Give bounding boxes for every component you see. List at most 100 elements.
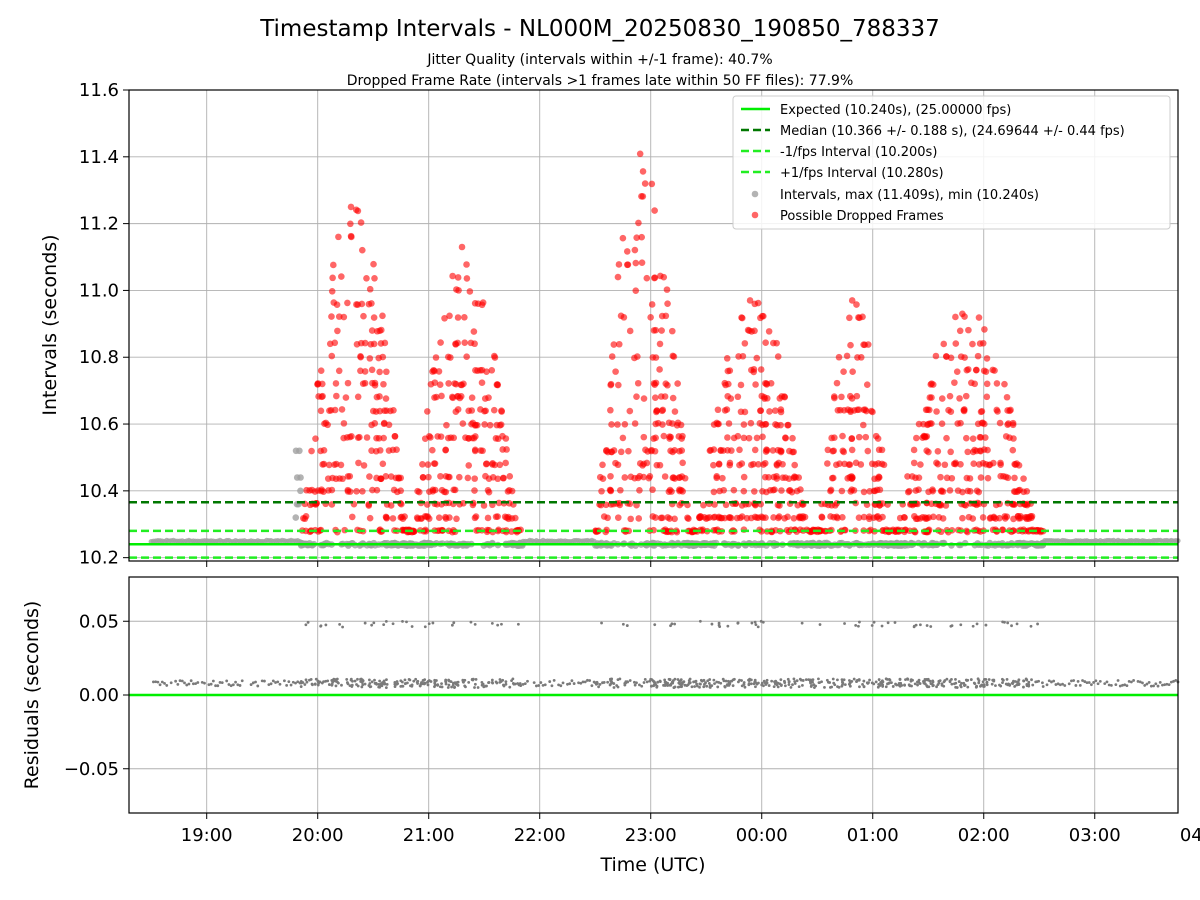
dropped-frame-point [370, 260, 377, 268]
dropped-frame-point [788, 488, 796, 496]
residual-point [227, 683, 231, 686]
residual-point [384, 686, 388, 690]
residual-point [408, 678, 412, 682]
residual-point [730, 679, 734, 683]
residual-point [854, 624, 858, 627]
residual-point [433, 680, 437, 684]
dropped-frame-point [740, 421, 748, 428]
residual-point [640, 684, 644, 688]
residual-point [719, 681, 723, 685]
dropped-frame-point [753, 434, 761, 442]
residual-point [368, 685, 372, 689]
residual-point [688, 677, 692, 681]
dropped-frame-point [818, 527, 826, 535]
dropped-frame-point [871, 487, 879, 495]
dropped-frame-point [960, 407, 968, 415]
residual-point [1027, 684, 1031, 688]
residual-point [1098, 680, 1102, 683]
intervals-y-tick-label: 11.0 [79, 280, 119, 301]
dropped-frame-point [713, 474, 720, 482]
dropped-frame-point [452, 340, 459, 348]
dropped-frame-point [948, 474, 956, 482]
residual-point [658, 680, 662, 683]
dropped-frame-point [317, 407, 325, 415]
dropped-frame-point [425, 515, 433, 522]
dropped-frame-point [458, 243, 466, 251]
residual-point [903, 683, 906, 687]
dropped-frame-point [419, 474, 427, 481]
dropped-frame-point [726, 459, 734, 467]
residual-point [808, 680, 812, 684]
dropped-frame-point [467, 339, 475, 347]
residual-point [401, 619, 404, 623]
dropped-frame-point [726, 367, 734, 374]
dropped-frame-point [910, 459, 918, 467]
dropped-frame-point [391, 432, 399, 440]
dropped-frame-point [850, 407, 858, 414]
dropped-frame-point [727, 395, 735, 402]
residual-point [948, 680, 952, 684]
dropped-frame-point [431, 486, 439, 494]
legend-label-dropped: Possible Dropped Frames [780, 209, 944, 224]
dropped-frame-point [710, 446, 718, 453]
residual-point [877, 678, 881, 681]
residual-point [959, 623, 963, 627]
residual-point [695, 682, 698, 686]
residual-point [375, 682, 378, 686]
residual-point [960, 681, 963, 685]
dropped-frame-point [669, 420, 676, 427]
residual-point [843, 683, 847, 687]
dropped-frame-point [790, 515, 798, 522]
dropped-frame-point [934, 460, 942, 468]
residual-point [843, 622, 846, 625]
residual-point [770, 679, 774, 683]
dropped-frame-point [446, 473, 453, 481]
residual-point [320, 681, 324, 685]
residual-point [642, 681, 646, 684]
dropped-frame-point [470, 328, 478, 335]
dropped-frame-point [652, 394, 659, 401]
dropped-frame-point [353, 301, 360, 308]
dropped-frame-point [868, 407, 875, 415]
dropped-frame-point [357, 353, 364, 361]
dropped-frame-point [376, 407, 384, 415]
residual-point [1147, 680, 1151, 684]
residual-point [742, 682, 746, 686]
intervals-y-tick-label: 11.6 [79, 80, 119, 101]
dropped-frame-point [626, 407, 634, 415]
residual-point [450, 623, 454, 627]
residuals-y-tick-label: −0.05 [64, 759, 119, 780]
dropped-frame-point [878, 446, 886, 454]
residual-point [774, 679, 778, 683]
residual-point [559, 684, 563, 688]
residual-point [857, 678, 861, 682]
residual-point [656, 680, 660, 684]
dropped-frame-point [635, 515, 643, 522]
dropped-frame-point [664, 381, 671, 389]
residual-point [935, 685, 938, 689]
legend-label-plus-fps: +1/fps Interval (10.280s) [780, 166, 944, 181]
dropped-frame-point [423, 501, 431, 508]
residual-point [761, 620, 765, 624]
dropped-frame-point [472, 367, 479, 374]
dropped-frame-point [791, 461, 798, 469]
dropped-frame-point [865, 527, 873, 535]
dropped-frame-point [325, 461, 333, 469]
dropped-frame-point [926, 394, 934, 401]
dropped-frame-point [653, 408, 660, 416]
dropped-frame-point [348, 513, 356, 521]
residual-point [508, 685, 512, 689]
residual-point [717, 623, 721, 627]
dropped-frame-point [770, 339, 777, 347]
dropped-frame-point [442, 446, 449, 454]
dropped-frame-point [347, 203, 355, 211]
residual-point [1052, 679, 1056, 683]
dropped-frame-point [365, 300, 373, 308]
dropped-frame-point [318, 486, 325, 493]
dropped-frame-point [946, 487, 954, 494]
residual-point [254, 680, 257, 684]
dropped-frame-point [943, 474, 951, 482]
residual-point [370, 623, 374, 627]
dropped-frame-point [425, 473, 432, 481]
